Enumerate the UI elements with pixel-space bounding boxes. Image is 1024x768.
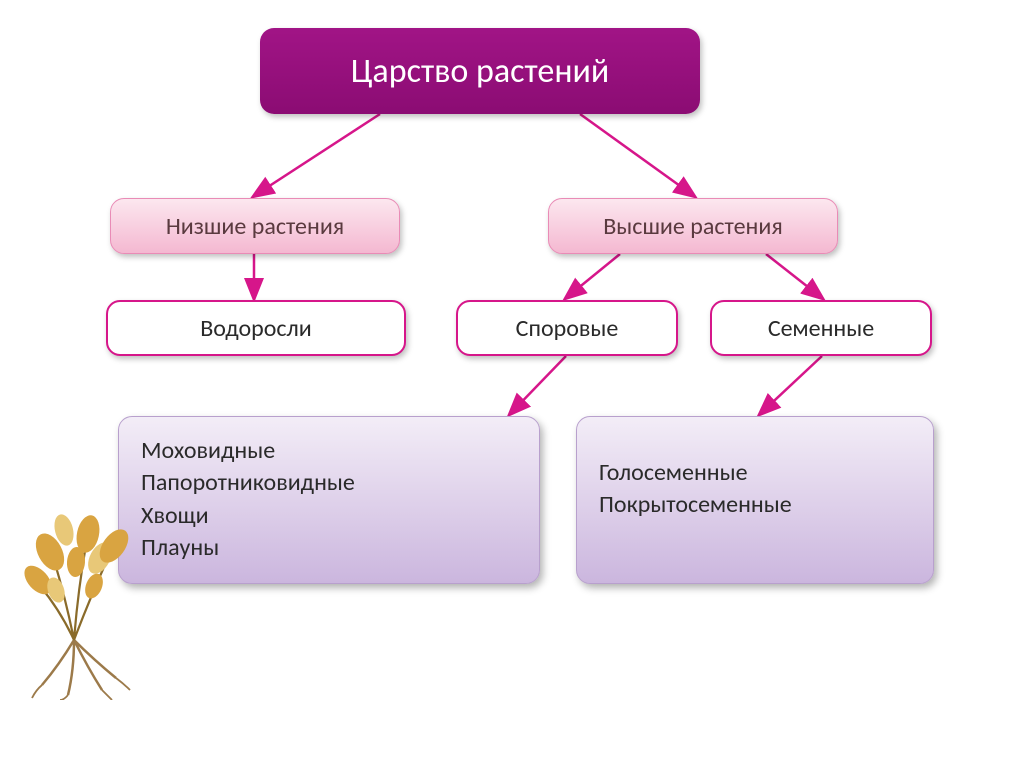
plant-leaves <box>19 512 134 605</box>
node-lower-plants: Низшие растения <box>110 198 400 254</box>
spore-item-0: Моховидные <box>141 435 517 467</box>
node-seed-label: Семенные <box>768 314 874 343</box>
arrow <box>580 114 694 196</box>
node-higher-plants-label: Высшие растения <box>603 212 782 241</box>
arrow <box>254 114 380 196</box>
seed-item-1: Покрытосеменные <box>599 489 911 521</box>
spore-item-3: Плауны <box>141 532 517 564</box>
node-seed: Семенные <box>710 300 932 356</box>
arrow <box>566 254 620 298</box>
arrow <box>510 356 566 414</box>
node-lower-plants-label: Низшие растения <box>166 212 344 241</box>
arrow <box>766 254 822 298</box>
arrow-group <box>254 114 822 414</box>
plant-decoration-icon <box>4 490 164 705</box>
arrow <box>760 356 822 414</box>
root-label: Царство растений <box>351 51 610 92</box>
plant-roots <box>32 640 130 700</box>
node-higher-plants: Высшие растения <box>548 198 838 254</box>
node-algae: Водоросли <box>106 300 406 356</box>
seed-item-0: Голосеменные <box>599 457 911 489</box>
spore-item-1: Папоротниковидные <box>141 467 517 499</box>
node-algae-label: Водоросли <box>200 314 312 343</box>
root-node: Царство растений <box>260 28 700 114</box>
leafbox-spore-list: Моховидные Папоротниковидные Хвощи Плаун… <box>118 416 540 584</box>
leafbox-seed-list: Голосеменные Покрытосеменные <box>576 416 934 584</box>
node-spore: Споровые <box>456 300 678 356</box>
node-spore-label: Споровые <box>516 314 619 343</box>
spore-item-2: Хвощи <box>141 500 517 532</box>
